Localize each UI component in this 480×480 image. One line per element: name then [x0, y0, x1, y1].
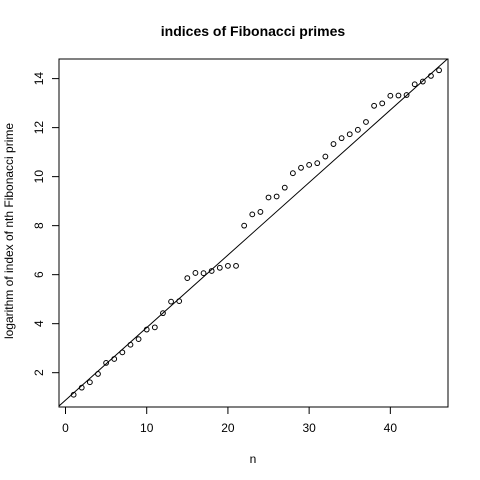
data-point	[419, 78, 426, 85]
data-point	[233, 262, 239, 269]
data-point	[184, 275, 191, 281]
data-point	[265, 194, 272, 201]
data-point	[436, 67, 442, 74]
data-point	[306, 161, 313, 168]
y-tick-label: 6	[32, 271, 46, 278]
data-point	[241, 222, 248, 229]
y-tick-label: 4	[32, 320, 46, 327]
data-point	[127, 341, 134, 348]
x-tick-label: 20	[221, 421, 235, 435]
data-point	[168, 298, 174, 305]
y-tick-label: 10	[32, 170, 46, 184]
data-point	[225, 262, 231, 269]
x-tick-label: 0	[62, 421, 69, 435]
data-point	[95, 371, 101, 377]
data-point	[338, 135, 345, 142]
points-group	[70, 67, 442, 398]
data-point	[216, 264, 223, 271]
plot-frame	[58, 58, 449, 408]
data-point	[330, 141, 337, 147]
data-point	[192, 270, 199, 276]
data-point	[411, 81, 418, 88]
data-point	[103, 359, 110, 366]
data-point	[160, 310, 166, 317]
y-tick-label: 14	[32, 72, 46, 86]
data-point	[151, 324, 158, 331]
data-point	[281, 184, 288, 191]
data-point	[176, 298, 183, 305]
regression-line	[58, 58, 448, 407]
data-point	[86, 379, 93, 386]
data-point	[273, 193, 280, 200]
data-point	[346, 131, 353, 138]
data-point	[249, 211, 256, 218]
data-point	[200, 270, 207, 277]
data-point	[314, 160, 321, 167]
x-tick-label: 40	[384, 421, 398, 435]
x-tick-label: 10	[140, 421, 154, 435]
x-axis-label: n	[250, 452, 257, 466]
data-point	[143, 326, 150, 333]
data-point	[289, 170, 296, 177]
data-point	[322, 153, 329, 160]
data-point	[111, 356, 118, 362]
data-point	[395, 92, 402, 99]
data-point	[298, 164, 304, 171]
data-point	[371, 102, 377, 109]
data-point	[428, 73, 434, 79]
chart-title: indices of Fibonacci primes	[161, 23, 346, 39]
data-point	[257, 209, 264, 215]
data-point	[208, 268, 215, 274]
data-point	[354, 126, 361, 133]
x-tick-label: 30	[302, 421, 316, 435]
data-point	[135, 336, 142, 343]
data-point	[363, 119, 369, 125]
data-point	[387, 92, 394, 99]
y-axis-label: logarithm of index of nth Fibonacci prim…	[2, 123, 16, 339]
fit-line-group	[58, 58, 448, 407]
y-axis: 2 4 6 8 10 12 14	[32, 72, 59, 376]
y-tick-label: 12	[32, 121, 46, 135]
data-point	[70, 391, 77, 398]
data-point	[119, 349, 126, 356]
y-tick-label: 8	[32, 222, 46, 229]
data-point	[78, 384, 85, 391]
y-tick-label: 2	[32, 369, 46, 376]
x-axis: 0 10 20 30 40	[62, 407, 397, 435]
data-point	[403, 92, 410, 98]
data-point	[379, 100, 386, 107]
